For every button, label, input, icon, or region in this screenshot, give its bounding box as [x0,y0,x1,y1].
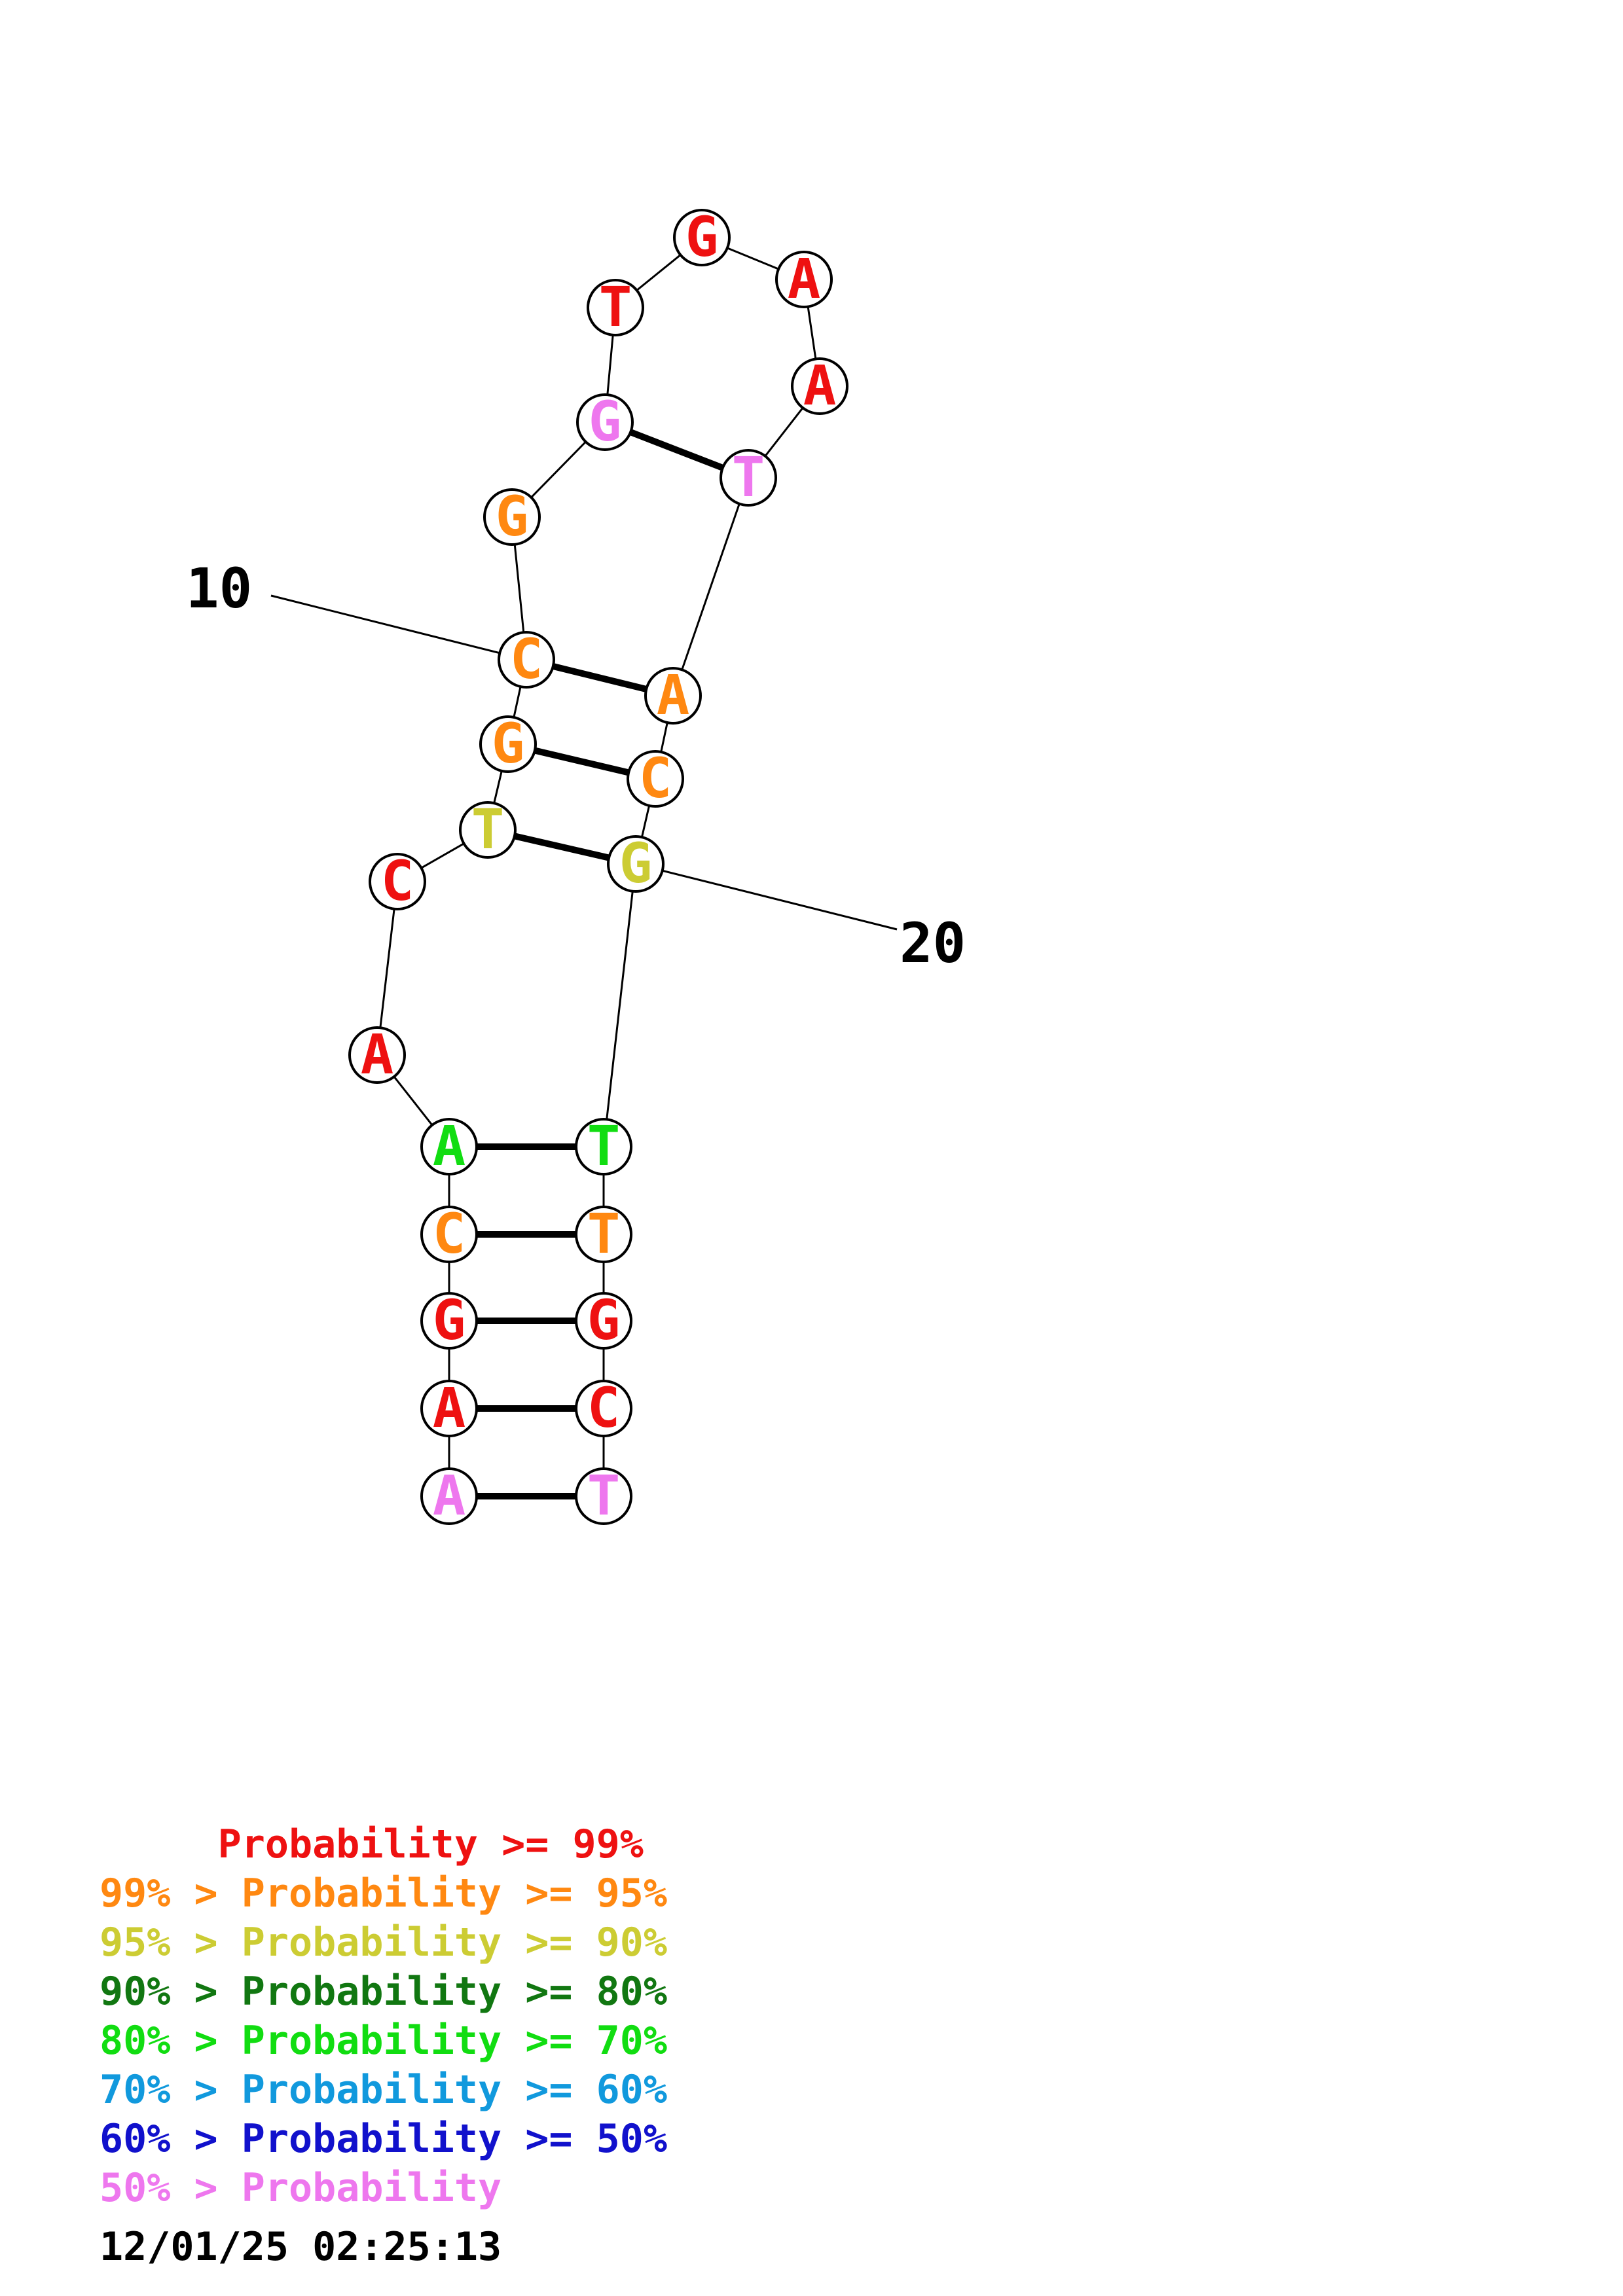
nucleotide-circle [607,835,665,893]
nucleotide-24: C [575,1376,632,1440]
position-label-20: 20 [900,911,966,975]
nucleotide-letter: C [381,849,414,913]
nucleotide-circle [575,1206,632,1263]
nucleotide-13: T [587,275,644,339]
backbone-segment [672,477,750,696]
nucleotide-letter: T [587,1202,621,1266]
nucleotide-circle [420,1292,478,1350]
nucleotide-letter: G [496,484,529,548]
nucleotide-letter: C [510,627,543,691]
nucleotide-circle [369,853,426,910]
nucleotide-6: A [348,1022,406,1086]
nucleotide-2: A [420,1376,478,1440]
nucleotide-circle [575,1380,632,1437]
nucleotide-20: G [607,831,665,895]
nucleotide-circle [459,801,517,859]
nucleotide-letter: G [589,389,622,454]
nucleotide-letter: G [587,1288,621,1352]
nucleotide-circle [791,357,848,415]
nucleotide-letter: A [433,1114,466,1178]
nucleotide-circle [479,715,537,773]
nucleotide-letter: G [619,831,653,895]
nucleotide-circle [575,1118,632,1175]
nucleotide-circle [627,750,684,808]
nucleotide-letter: G [492,711,525,776]
nucleotide-letter: A [361,1022,394,1086]
nucleotide-letter: T [732,445,765,509]
position-labels: 10 20 [186,556,966,975]
legend-line-plow: 50% > Probability [100,2165,502,2211]
nucleotide-25: T [575,1463,632,1528]
nucleotide-letter: A [433,1463,466,1528]
nucleotide-circle [420,1467,478,1525]
nucleotide-circle [348,1026,406,1084]
nucleotide-circle [575,1292,632,1350]
nucleotide-letter: T [599,275,632,339]
timestamp: 12/01/25 02:25:13 [100,2224,502,2270]
nucleotide-circle [673,209,731,266]
nucleotide-14: G [673,205,731,269]
nucleotide-letter: C [433,1202,466,1266]
legend-line-p60: 70% > Probability >= 60% [100,2067,667,2113]
nucleotide-letter: A [788,247,821,311]
nucleotide-circle [483,488,541,546]
nucleotide-letter: C [639,746,672,810]
legend-line-p99: Probability >= 99% [100,1821,644,1867]
nucleotide-letter: A [433,1376,466,1440]
legend-line-p70: 80% > Probability >= 70% [100,2018,667,2064]
nucleotide-4: C [420,1202,478,1266]
nucleotide-8: T [459,797,517,861]
nucleotide-circle [498,631,555,689]
nucleotide-letter: G [685,205,719,269]
position-label-leader [270,594,527,661]
nucleotide-5: A [420,1114,478,1178]
nucleotide-circle [720,449,777,507]
legend-line-p80: 90% > Probability >= 80% [100,1969,667,2015]
legend-line-p95: 99% > Probability >= 95% [100,1871,667,1916]
legend-line-p90: 95% > Probability >= 90% [100,1920,667,1965]
nucleotide-1: A [420,1463,478,1528]
nucleotide-19: C [627,746,684,810]
legend-line-p50: 60% > Probability >= 50% [100,2116,667,2162]
nucleotide-circle [575,1467,632,1525]
nucleotide-letter: A [657,663,690,727]
nucleotide-circle [576,393,634,451]
nucleotide-21: T [575,1114,632,1178]
backbone-segment [376,881,399,1056]
nucleotide-10: C [498,627,555,691]
nucleotide-22: T [575,1202,632,1266]
nucleotide-letter: A [803,353,837,418]
nucleotide-7: C [369,849,426,913]
nucleotide-12: G [576,389,634,454]
nucleotide-circle [775,251,833,308]
nucleotide-letter: T [587,1114,621,1178]
nucleotide-17: T [720,445,777,509]
nucleotide-letter: T [587,1463,621,1528]
position-label-10: 10 [186,556,252,620]
nucleotide-15: A [775,247,833,311]
nucleotide-circle [420,1206,478,1263]
nucleotide-circle [420,1118,478,1175]
backbone-segment [602,863,637,1147]
position-label-leader [635,863,898,931]
nucleotide-circle [644,667,702,725]
nucleotide-23: G [575,1288,632,1352]
nucleotide-11: G [483,484,541,548]
nucleotide-9: G [479,711,537,776]
nucleotide-circle [420,1380,478,1437]
nucleotide-letter: C [587,1376,621,1440]
nucleotide-18: A [644,663,702,727]
nucleotide-3: G [420,1288,478,1352]
nucleotide-letter: T [471,797,505,861]
nucleotide-16: A [791,353,848,418]
nucleotide-circle [587,279,644,336]
nucleotide-letter: G [433,1288,466,1352]
